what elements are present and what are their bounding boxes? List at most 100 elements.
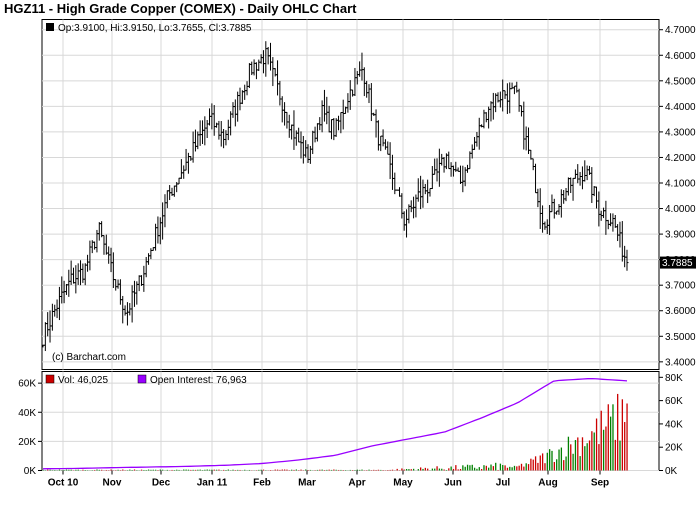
- volume-bar: [504, 465, 506, 471]
- volume-bar: [330, 469, 333, 471]
- volume-bar: [199, 469, 201, 471]
- volume-bar: [488, 467, 490, 471]
- volume-bar: [443, 469, 445, 471]
- volume-bar: [509, 466, 511, 471]
- volume-bar: [483, 465, 485, 471]
- volume-bar: [553, 461, 555, 471]
- volume-bar: [380, 469, 382, 471]
- volume-bar: [499, 463, 502, 471]
- volume-bar: [359, 469, 361, 471]
- volume-bar: [110, 469, 112, 471]
- volume-bar: [403, 469, 405, 471]
- x-tick-label: May: [393, 478, 413, 489]
- volume-bar: [539, 455, 541, 471]
- volume-bar: [162, 469, 164, 471]
- volume-bar: [518, 465, 520, 471]
- price-tick-label: 3.9000: [665, 230, 696, 241]
- volume-tick-label: 40K: [18, 408, 36, 419]
- volume-bar: [534, 456, 537, 471]
- x-axis: Oct 10 Nov Dec Jan 11 Feb Mar Apr May Jun Jul Aug S…: [48, 470, 609, 489]
- volume-legend-swatch: [45, 374, 55, 384]
- volume-bar: [150, 469, 152, 471]
- volume-bar: [140, 469, 143, 471]
- volume-bar: [436, 466, 438, 471]
- volume-bar: [577, 437, 579, 471]
- volume-bar: [192, 469, 194, 471]
- ohlc-legend: Op:3.9100, Hi:3.9150, Lo:3.7655, Cl:3.78…: [58, 23, 252, 34]
- volume-bar: [349, 469, 351, 471]
- volume-tick-label: 60K: [18, 379, 36, 390]
- price-tick-label: 4.3000: [665, 127, 696, 138]
- volume-bar: [626, 403, 628, 471]
- volume-bar: [176, 469, 178, 471]
- volume-tick-label: 0K: [24, 466, 37, 477]
- price-tick-label: 4.2000: [665, 153, 696, 164]
- volume-bar: [319, 469, 321, 471]
- last-price-box: [660, 256, 696, 269]
- volume-bar: [335, 469, 337, 471]
- volume-bar: [574, 440, 577, 471]
- volume-bar: [96, 469, 98, 471]
- volume-bar: [75, 469, 77, 471]
- volume-bar: [570, 444, 572, 471]
- volume-bar: [68, 469, 70, 471]
- volume-bar: [82, 469, 84, 471]
- volume-bar: [511, 467, 513, 471]
- x-tick-label: Sep: [591, 478, 609, 489]
- volume-bar: [607, 404, 609, 471]
- chart-title: HGZ11 - High Grade Copper (COMEX) - Dail…: [4, 1, 357, 16]
- volume-bar: [262, 469, 265, 471]
- volume-bar: [410, 469, 412, 471]
- volume-bar: [122, 469, 124, 471]
- volume-bar: [143, 469, 145, 471]
- volume-bar: [98, 469, 100, 471]
- volume-bar: [497, 469, 499, 471]
- volume-bar: [244, 469, 246, 471]
- x-tick-label: Jun: [444, 478, 462, 489]
- volume-bar: [258, 469, 260, 471]
- price-tick-label: 4.0000: [665, 204, 696, 215]
- volume-bar: [147, 469, 150, 471]
- price-tick-label: 4.6000: [665, 51, 696, 62]
- volume-bar: [218, 469, 220, 471]
- volume-bar: [525, 463, 527, 471]
- volume-bar: [595, 418, 598, 471]
- volume-bar: [520, 463, 523, 471]
- volume-bar: [427, 468, 429, 471]
- volume-bar: [586, 443, 588, 471]
- volume-panel: [41, 371, 660, 471]
- x-tick-label: Oct 10: [48, 478, 79, 489]
- volume-bar: [581, 437, 584, 471]
- volume-bar: [93, 469, 96, 471]
- x-tick-label: Feb: [253, 478, 271, 489]
- oi-legend-swatch: [137, 374, 147, 384]
- open-interest-line: [42, 377, 628, 470]
- volume-bar: [558, 449, 560, 471]
- volume-bar: [283, 469, 286, 471]
- volume-bar: [579, 456, 581, 471]
- price-tick-label: 4.7000: [665, 25, 696, 36]
- volume-bar: [321, 469, 323, 471]
- volume-bar: [560, 447, 563, 471]
- volume-bar: [152, 469, 154, 471]
- volume-bar: [401, 468, 403, 471]
- volume-bar: [300, 469, 302, 471]
- volume-bar: [490, 464, 492, 471]
- volume-bar: [621, 399, 624, 471]
- volume-bar: [333, 469, 335, 471]
- volume-bar: [448, 468, 450, 471]
- volume-bar: [65, 469, 68, 471]
- volume-bar: [70, 469, 72, 471]
- volume-bar: [438, 468, 441, 471]
- volume-bar: [445, 469, 448, 471]
- volume-bar: [572, 453, 574, 471]
- volume-bar: [178, 469, 180, 471]
- volume-bar: [466, 464, 469, 471]
- volume-bar: [546, 452, 548, 471]
- volume-bar: [605, 426, 607, 471]
- volume-bar: [274, 469, 276, 471]
- volume-bar: [375, 469, 377, 471]
- volume-bar: [58, 469, 61, 471]
- volume-bar: [609, 416, 612, 471]
- volume-bar: [377, 469, 380, 471]
